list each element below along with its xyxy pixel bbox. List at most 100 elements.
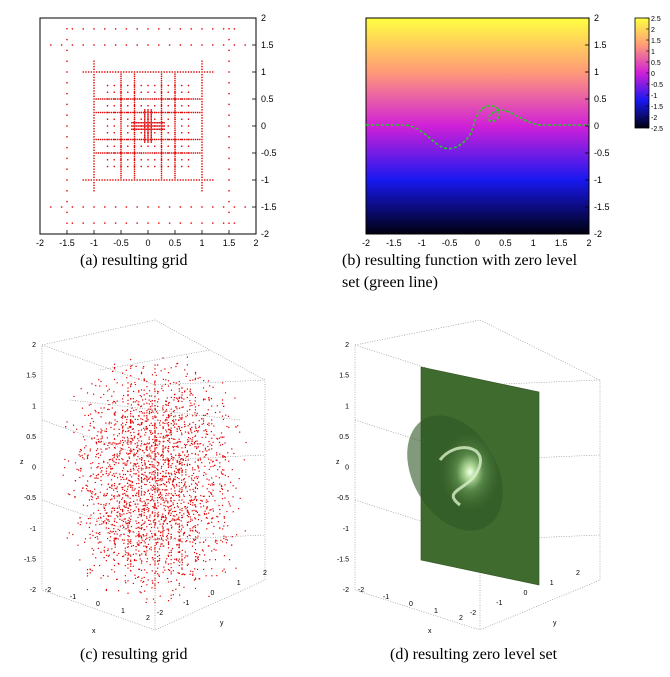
grid-point-3d — [212, 386, 214, 388]
grid-point-3d — [140, 406, 142, 408]
grid-point-3d — [196, 477, 198, 480]
grid-point — [133, 132, 136, 134]
grid-point — [160, 88, 163, 90]
grid-point — [106, 105, 109, 107]
grid-point-3d — [127, 438, 129, 440]
grid-point-3d — [103, 493, 105, 495]
grid-point-3d — [128, 517, 130, 519]
grid-point-3d — [152, 487, 155, 489]
grid-point — [120, 105, 122, 108]
grid-point-3d — [194, 568, 196, 570]
grid-point — [160, 91, 163, 93]
grid-point-3d — [146, 479, 148, 481]
grid-point-3d — [165, 494, 167, 497]
grid-point-3d — [121, 444, 124, 446]
grid-point — [199, 138, 201, 141]
grid-point-3d — [167, 440, 169, 442]
grid-point — [106, 111, 109, 114]
grid-point-3d — [208, 424, 210, 426]
grid-point — [137, 122, 139, 124]
grid-point-3d — [159, 523, 161, 525]
grid-point-3d — [167, 555, 170, 558]
grid-point — [128, 71, 130, 73]
grid-point-3d — [140, 562, 143, 564]
caption-c: (c) resulting grid — [80, 646, 188, 663]
grid-point — [150, 113, 152, 116]
grid-point-3d — [166, 577, 169, 580]
grid-point-3d — [184, 431, 187, 433]
grid-point-3d — [207, 523, 209, 525]
grid-point-3d — [190, 392, 192, 395]
grid-point-3d — [103, 460, 105, 462]
grid-point-3d — [141, 508, 143, 510]
grid-point — [133, 75, 136, 78]
grid-point — [228, 200, 230, 203]
grid-point — [93, 65, 95, 68]
grid-point-3d — [194, 373, 197, 375]
grid-point-3d — [138, 495, 140, 498]
grid-point-3d — [166, 404, 168, 406]
grid-point-3d — [115, 458, 117, 460]
grid-point-3d — [138, 432, 140, 434]
grid-point — [66, 103, 68, 106]
grid-point-3d — [168, 473, 170, 475]
grid-point-3d — [192, 530, 194, 532]
grid-point — [133, 136, 136, 138]
grid-point-3d — [97, 412, 99, 414]
grid-point-3d — [88, 526, 90, 529]
grid-point — [106, 91, 109, 93]
grid-point-3d — [130, 398, 132, 400]
grid-point — [198, 179, 200, 181]
grid-point-3d — [174, 476, 176, 478]
grid-point — [97, 111, 100, 114]
grid-point-3d — [164, 476, 166, 478]
grid-point — [185, 71, 187, 73]
grid-point-3d — [109, 530, 111, 532]
grid-point-3d — [113, 559, 116, 562]
grid-point-3d — [203, 560, 205, 562]
grid-point — [93, 128, 95, 130]
grid-point — [120, 123, 122, 125]
grid-point — [166, 71, 168, 73]
grid-point — [93, 179, 95, 181]
grid-point-3d — [177, 544, 179, 546]
grid-point-3d — [166, 397, 168, 399]
grid-point-3d — [173, 507, 176, 509]
grid-point-3d — [140, 569, 143, 571]
grid-point-3d — [170, 496, 172, 499]
grid-point-3d — [173, 421, 175, 423]
grid-point-3d — [146, 410, 148, 412]
grid-point-3d — [219, 513, 221, 515]
grid-point-3d — [126, 442, 128, 444]
grid-point-3d — [150, 412, 152, 414]
grid-point-3d — [178, 531, 180, 534]
grid-point-3d — [94, 477, 96, 479]
grid-point — [112, 138, 115, 141]
grid-point — [133, 108, 136, 110]
grid-point-3d — [187, 563, 189, 565]
grid-point-3d — [150, 395, 153, 397]
grid-point — [93, 149, 95, 151]
grid-point — [201, 44, 203, 46]
grid-point-3d — [139, 411, 141, 413]
grid-point-3d — [146, 526, 148, 528]
panel-b-y-tick-label: 0.5 — [594, 94, 607, 104]
grid-point — [147, 118, 149, 121]
grid-point-3d — [154, 384, 156, 386]
grid-point-3d — [208, 449, 210, 451]
grid-point-3d — [127, 558, 129, 560]
grid-point-3d — [135, 463, 137, 465]
grid-point-3d — [181, 499, 183, 501]
grid-point-3d — [133, 463, 135, 465]
grid-point-3d — [143, 512, 145, 514]
grid-point-3d — [170, 434, 172, 436]
grid-point — [160, 122, 162, 124]
panel-c-x-tick-label: 2 — [146, 615, 150, 622]
panel-b-x-tick-label: -1.5 — [386, 238, 402, 248]
grid-point-3d — [150, 488, 152, 490]
grid-point-3d — [150, 484, 152, 486]
grid-point — [136, 152, 138, 154]
grid-point-3d — [148, 399, 150, 401]
grid-point — [174, 111, 176, 114]
grid-point — [195, 71, 198, 73]
